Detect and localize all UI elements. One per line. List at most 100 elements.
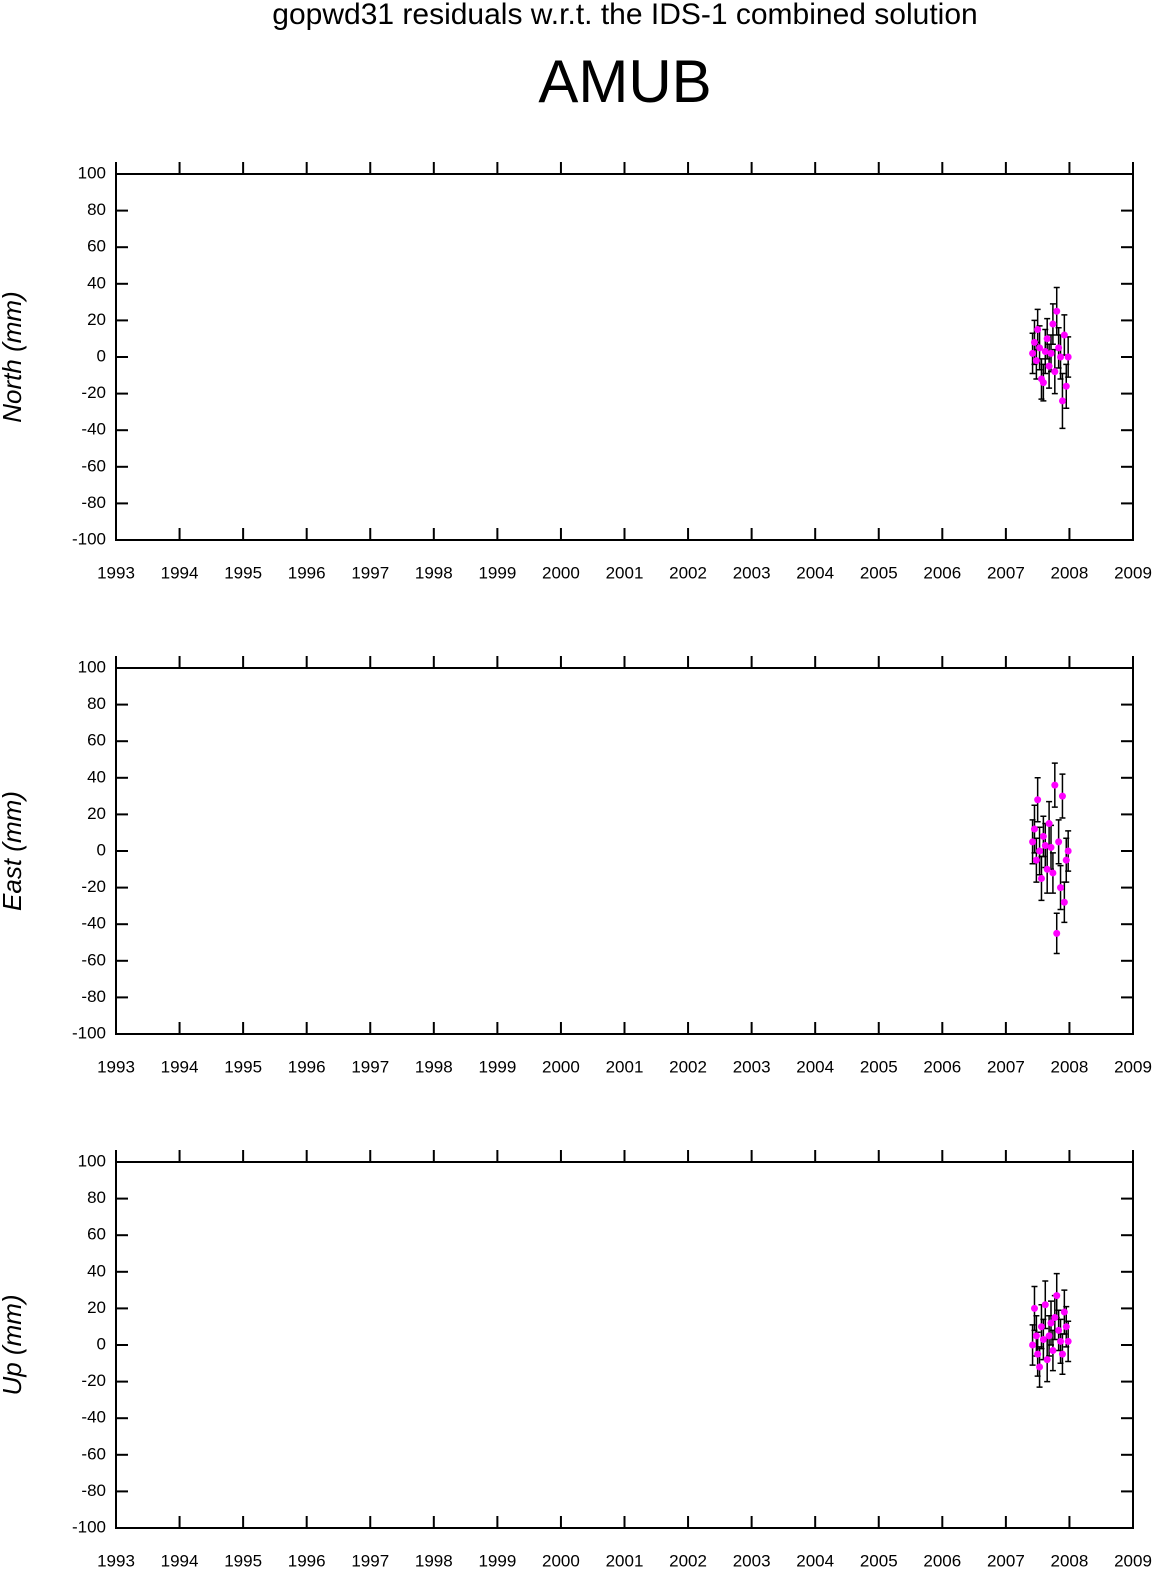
point bbox=[1045, 820, 1053, 828]
point bbox=[1049, 869, 1057, 877]
x-tick-label: 1998 bbox=[415, 1057, 453, 1076]
point bbox=[1060, 898, 1068, 906]
x-tick-label: 2001 bbox=[606, 1551, 644, 1570]
x-tick-label: 1998 bbox=[415, 563, 453, 582]
y-tick-label: 80 bbox=[87, 1188, 106, 1207]
x-tick-label: 2007 bbox=[987, 563, 1025, 582]
x-tick-label: 2003 bbox=[733, 1057, 771, 1076]
y-tick-label: 60 bbox=[87, 1225, 106, 1244]
x-tick-label: 1996 bbox=[288, 563, 326, 582]
point bbox=[1032, 357, 1040, 365]
y-tick-label: -60 bbox=[81, 1444, 106, 1463]
x-tick-label: 2008 bbox=[1051, 1551, 1089, 1570]
y-tick-label: 80 bbox=[87, 200, 106, 219]
x-tick-label: 2008 bbox=[1051, 1057, 1089, 1076]
point bbox=[1049, 1346, 1057, 1354]
point bbox=[1045, 362, 1053, 370]
point bbox=[1029, 1341, 1037, 1349]
x-tick-label: 2009 bbox=[1114, 563, 1152, 582]
x-tick-label: 2002 bbox=[669, 1057, 707, 1076]
y-axis-label: North (mm) bbox=[0, 291, 27, 422]
y-tick-label: -20 bbox=[81, 877, 106, 896]
x-tick-label: 2001 bbox=[606, 1057, 644, 1076]
y-tick-label: -20 bbox=[81, 383, 106, 402]
x-tick-label: 2003 bbox=[733, 563, 771, 582]
y-tick-label: -100 bbox=[72, 1023, 106, 1042]
point bbox=[1032, 856, 1040, 864]
x-tick-label: 1995 bbox=[224, 1551, 262, 1570]
x-tick-label: 2009 bbox=[1114, 1057, 1152, 1076]
y-tick-label: 20 bbox=[87, 1298, 106, 1317]
point bbox=[1055, 838, 1063, 846]
plot-frame bbox=[115, 173, 1134, 541]
point bbox=[1064, 353, 1072, 361]
point bbox=[1039, 1336, 1047, 1344]
point bbox=[1034, 1350, 1042, 1358]
y-tick-label: 20 bbox=[87, 804, 106, 823]
point bbox=[1036, 1363, 1044, 1371]
y-tick-label: -80 bbox=[81, 493, 106, 512]
y-tick-label: 0 bbox=[97, 1334, 106, 1353]
point bbox=[1029, 838, 1037, 846]
x-tick-label: 1994 bbox=[161, 1551, 199, 1570]
point bbox=[1037, 874, 1045, 882]
point bbox=[1034, 796, 1042, 804]
plot-frame bbox=[115, 1161, 1134, 1529]
point bbox=[1032, 1332, 1040, 1340]
point bbox=[1034, 326, 1042, 334]
point bbox=[1062, 856, 1070, 864]
x-tick-label: 2006 bbox=[923, 1057, 961, 1076]
y-tick-label: 60 bbox=[87, 237, 106, 256]
point bbox=[1053, 929, 1061, 937]
point bbox=[1051, 1314, 1059, 1322]
point bbox=[1039, 832, 1047, 840]
x-tick-label: 1999 bbox=[478, 1057, 516, 1076]
x-tick-label: 2005 bbox=[860, 563, 898, 582]
point bbox=[1060, 1308, 1068, 1316]
x-tick-label: 2004 bbox=[796, 563, 834, 582]
x-tick-label: 2001 bbox=[606, 563, 644, 582]
point bbox=[1029, 349, 1037, 357]
x-tick-label: 2004 bbox=[796, 1057, 834, 1076]
point bbox=[1030, 825, 1038, 833]
suptitle: gopwd31 residuals w.r.t. the IDS-1 combi… bbox=[272, 0, 977, 31]
y-tick-label: -40 bbox=[81, 420, 106, 439]
y-tick-label: -60 bbox=[81, 456, 106, 475]
x-tick-label: 2009 bbox=[1114, 1551, 1152, 1570]
x-tick-label: 2000 bbox=[542, 563, 580, 582]
y-tick-label: 80 bbox=[87, 694, 106, 713]
y-tick-label: 60 bbox=[87, 731, 106, 750]
y-tick-label: -100 bbox=[72, 1517, 106, 1536]
point bbox=[1047, 843, 1055, 851]
point bbox=[1030, 338, 1038, 346]
point bbox=[1055, 1326, 1063, 1334]
point bbox=[1062, 382, 1070, 390]
y-tick-label: -20 bbox=[81, 1371, 106, 1390]
y-tick-label: -100 bbox=[72, 529, 106, 548]
point bbox=[1058, 1350, 1066, 1358]
x-tick-label: 1996 bbox=[288, 1057, 326, 1076]
x-tick-label: 2006 bbox=[923, 563, 961, 582]
point bbox=[1055, 344, 1063, 352]
x-tick-label: 1993 bbox=[97, 1057, 135, 1076]
y-tick-label: 40 bbox=[87, 273, 106, 292]
point bbox=[1047, 1319, 1055, 1327]
y-tick-label: 40 bbox=[87, 1261, 106, 1280]
point bbox=[1051, 368, 1059, 376]
x-tick-label: 1995 bbox=[224, 563, 262, 582]
plot-frame bbox=[115, 667, 1134, 1035]
x-tick-label: 2002 bbox=[669, 1551, 707, 1570]
x-tick-label: 1993 bbox=[97, 563, 135, 582]
x-tick-label: 2004 bbox=[796, 1551, 834, 1570]
y-tick-label: -80 bbox=[81, 987, 106, 1006]
x-tick-label: 2007 bbox=[987, 1057, 1025, 1076]
point bbox=[1058, 397, 1066, 405]
y-tick-label: -80 bbox=[81, 1481, 106, 1500]
point bbox=[1036, 344, 1044, 352]
station-title: AMUB bbox=[538, 48, 711, 115]
x-tick-label: 2000 bbox=[542, 1551, 580, 1570]
x-tick-label: 2003 bbox=[733, 1551, 771, 1570]
x-tick-label: 1997 bbox=[351, 1057, 389, 1076]
x-tick-label: 1995 bbox=[224, 1057, 262, 1076]
